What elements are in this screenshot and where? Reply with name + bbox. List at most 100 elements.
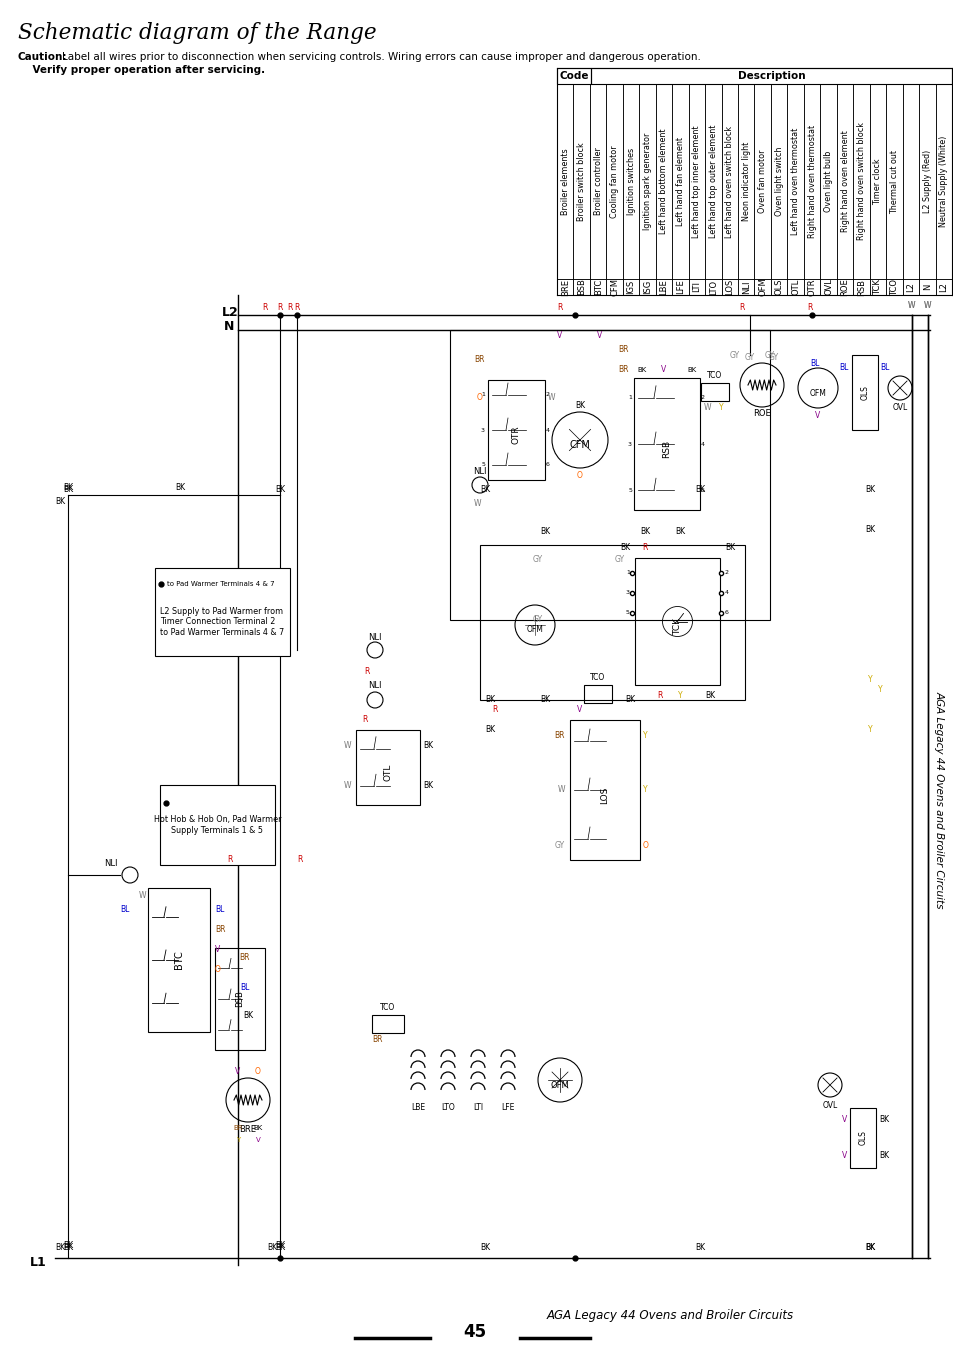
Text: BL: BL	[809, 358, 819, 367]
Bar	[803, 280, 820, 295]
Text: NLI: NLI	[741, 280, 750, 293]
Text: TCK: TCK	[672, 617, 681, 635]
Text: BK: BK	[724, 543, 735, 553]
Text: BR: BR	[474, 355, 484, 365]
Text: RSB: RSB	[856, 278, 865, 296]
Text: R: R	[262, 304, 268, 312]
Bar	[720, 84, 738, 280]
Text: LFE: LFE	[676, 280, 684, 295]
Text: BK: BK	[864, 485, 874, 494]
Text: Right hand oven thermostat: Right hand oven thermostat	[807, 124, 816, 238]
Bar	[688, 280, 704, 295]
Bar	[639, 84, 655, 280]
Text: Label all wires prior to disconnection when servicing controls. Wiring errors ca: Label all wires prior to disconnection w…	[62, 51, 700, 62]
Text: Y: Y	[867, 725, 871, 735]
Text: W: W	[139, 890, 147, 900]
Text: BTC: BTC	[593, 278, 602, 295]
Text: BK: BK	[637, 367, 646, 373]
Text: BRE: BRE	[239, 1125, 256, 1135]
Text: Y: Y	[235, 1138, 240, 1143]
Text: LOS: LOS	[599, 786, 609, 804]
Text: OVL: OVL	[891, 404, 906, 412]
Text: R: R	[806, 304, 812, 312]
Bar	[557, 68, 590, 84]
Text: BK: BK	[479, 485, 490, 494]
Text: 3: 3	[627, 442, 631, 446]
Text: BK: BK	[704, 690, 715, 700]
Text: OTL: OTL	[383, 763, 392, 781]
Text: 4: 4	[700, 442, 704, 446]
Bar	[849, 1108, 875, 1169]
Text: Y: Y	[642, 731, 647, 739]
Bar	[786, 84, 803, 280]
Text: NLI: NLI	[105, 858, 118, 867]
Bar	[148, 888, 210, 1032]
Text: Broiler controller: Broiler controller	[593, 147, 602, 215]
Text: to Pad Warmer Terminals 4 & 7: to Pad Warmer Terminals 4 & 7	[167, 581, 274, 586]
Text: O: O	[214, 966, 221, 974]
Text: BK: BK	[864, 1243, 874, 1252]
Text: Oven fan motor: Oven fan motor	[758, 150, 766, 213]
Text: OTL: OTL	[790, 278, 800, 295]
Bar	[557, 84, 573, 280]
Bar	[836, 280, 852, 295]
Text: CFM: CFM	[569, 440, 590, 450]
Text: BK: BK	[619, 543, 629, 553]
Bar	[704, 280, 720, 295]
Text: BK: BK	[674, 527, 684, 536]
Text: 2: 2	[545, 393, 550, 397]
Text: Schematic diagram of the Range: Schematic diagram of the Range	[18, 22, 376, 45]
Bar	[754, 280, 770, 295]
Bar	[820, 84, 836, 280]
Text: OLS: OLS	[774, 278, 782, 296]
Text: BK: BK	[479, 1243, 490, 1252]
Text: OTR: OTR	[512, 426, 520, 444]
Text: Left hand oven thermostat: Left hand oven thermostat	[790, 128, 800, 235]
Bar	[902, 84, 918, 280]
Text: Left hand top outer element: Left hand top outer element	[708, 124, 717, 238]
Text: 6: 6	[700, 488, 704, 493]
Text: BK: BK	[575, 400, 584, 409]
Text: OFM: OFM	[758, 277, 766, 296]
Text: Left hand top inner element: Left hand top inner element	[692, 126, 700, 238]
Text: TCO: TCO	[889, 278, 898, 296]
Text: 5: 5	[627, 488, 631, 493]
Bar	[918, 280, 935, 295]
Bar	[573, 280, 589, 295]
Text: BK: BK	[274, 1243, 285, 1252]
Text: BR: BR	[618, 366, 628, 374]
Text: Neon indicator light: Neon indicator light	[741, 142, 750, 222]
Text: AGA Legacy 44 Ovens and Broiler Circuits: AGA Legacy 44 Ovens and Broiler Circuits	[934, 692, 944, 909]
Bar	[935, 280, 951, 295]
Bar	[606, 280, 622, 295]
Text: GY: GY	[533, 616, 542, 624]
Bar	[583, 685, 612, 703]
Text: R: R	[657, 690, 662, 700]
Text: BK: BK	[694, 1243, 704, 1252]
Bar	[704, 84, 720, 280]
Text: Y: Y	[877, 685, 882, 694]
Text: Thermal cut out: Thermal cut out	[889, 150, 898, 213]
Text: W: W	[547, 393, 555, 403]
Text: LOS: LOS	[724, 278, 734, 295]
Text: OVL: OVL	[823, 278, 832, 296]
Text: BL: BL	[240, 984, 250, 993]
Bar	[589, 84, 606, 280]
Text: R: R	[364, 667, 370, 677]
Bar	[770, 84, 786, 280]
Text: BR: BR	[239, 954, 250, 962]
Bar	[372, 1015, 403, 1034]
Text: GY: GY	[744, 353, 754, 362]
Text: V: V	[841, 1151, 846, 1159]
Bar	[622, 280, 639, 295]
Text: BL: BL	[839, 363, 848, 373]
Bar	[154, 567, 290, 657]
Bar	[655, 280, 672, 295]
Text: BSB: BSB	[577, 278, 585, 296]
Text: V: V	[214, 946, 220, 955]
Text: BK: BK	[243, 1011, 253, 1020]
Bar	[852, 280, 869, 295]
Bar	[820, 280, 836, 295]
Bar	[655, 84, 672, 280]
Text: 1: 1	[480, 393, 484, 397]
